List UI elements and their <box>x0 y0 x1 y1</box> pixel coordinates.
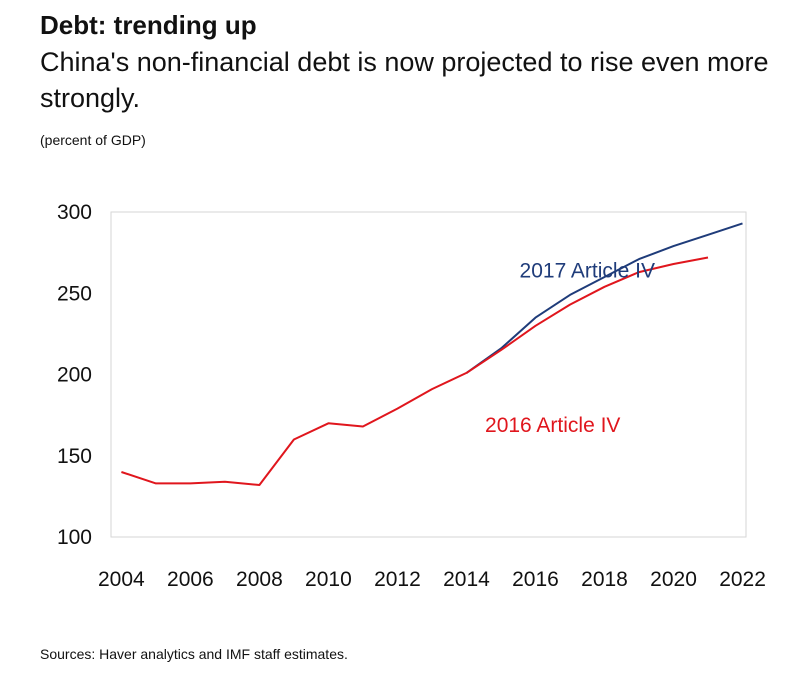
x-axis: 2004 2006 2008 2010 2012 2014 2016 2018 2020 2022 <box>98 568 766 591</box>
y-tick-label: 200 <box>57 364 92 387</box>
plot-area-frame <box>110 211 747 538</box>
x-tick-label: 2008 <box>236 568 283 591</box>
x-tick-label: 2016 <box>512 568 559 591</box>
series-label: 2016 Article IV <box>485 414 620 437</box>
x-tick-label: 2006 <box>167 568 214 591</box>
x-tick-label: 2004 <box>98 568 145 591</box>
chart-title: Debt: trending up <box>40 10 257 40</box>
chart-subtitle: China's non-financial debt is now projec… <box>40 47 769 113</box>
x-tick-label: 2020 <box>650 568 697 591</box>
series-lines <box>121 222 743 486</box>
x-tick-label: 2010 <box>305 568 352 591</box>
y-tick-label: 250 <box>57 282 92 305</box>
series-line-2017-article-iv <box>465 222 743 374</box>
y-tick-label: 100 <box>57 526 92 549</box>
series-labels: 2017 Article IV 2016 Article IV <box>485 260 655 437</box>
x-tick-label: 2018 <box>581 568 628 591</box>
y-tick-label: 300 <box>57 201 92 224</box>
x-tick-label: 2012 <box>374 568 421 591</box>
y-axis: 100 150 200 250 300 <box>57 201 92 549</box>
series-label: 2017 Article IV <box>520 260 655 283</box>
x-tick-label: 2014 <box>443 568 490 591</box>
y-tick-label: 150 <box>57 445 92 468</box>
x-tick-label: 2022 <box>719 568 766 591</box>
unit-note: (percent of GDP) <box>40 132 146 148</box>
series-line-2016-article-iv <box>121 256 709 486</box>
source-note: Sources: Haver analytics and IMF staff e… <box>40 646 348 662</box>
